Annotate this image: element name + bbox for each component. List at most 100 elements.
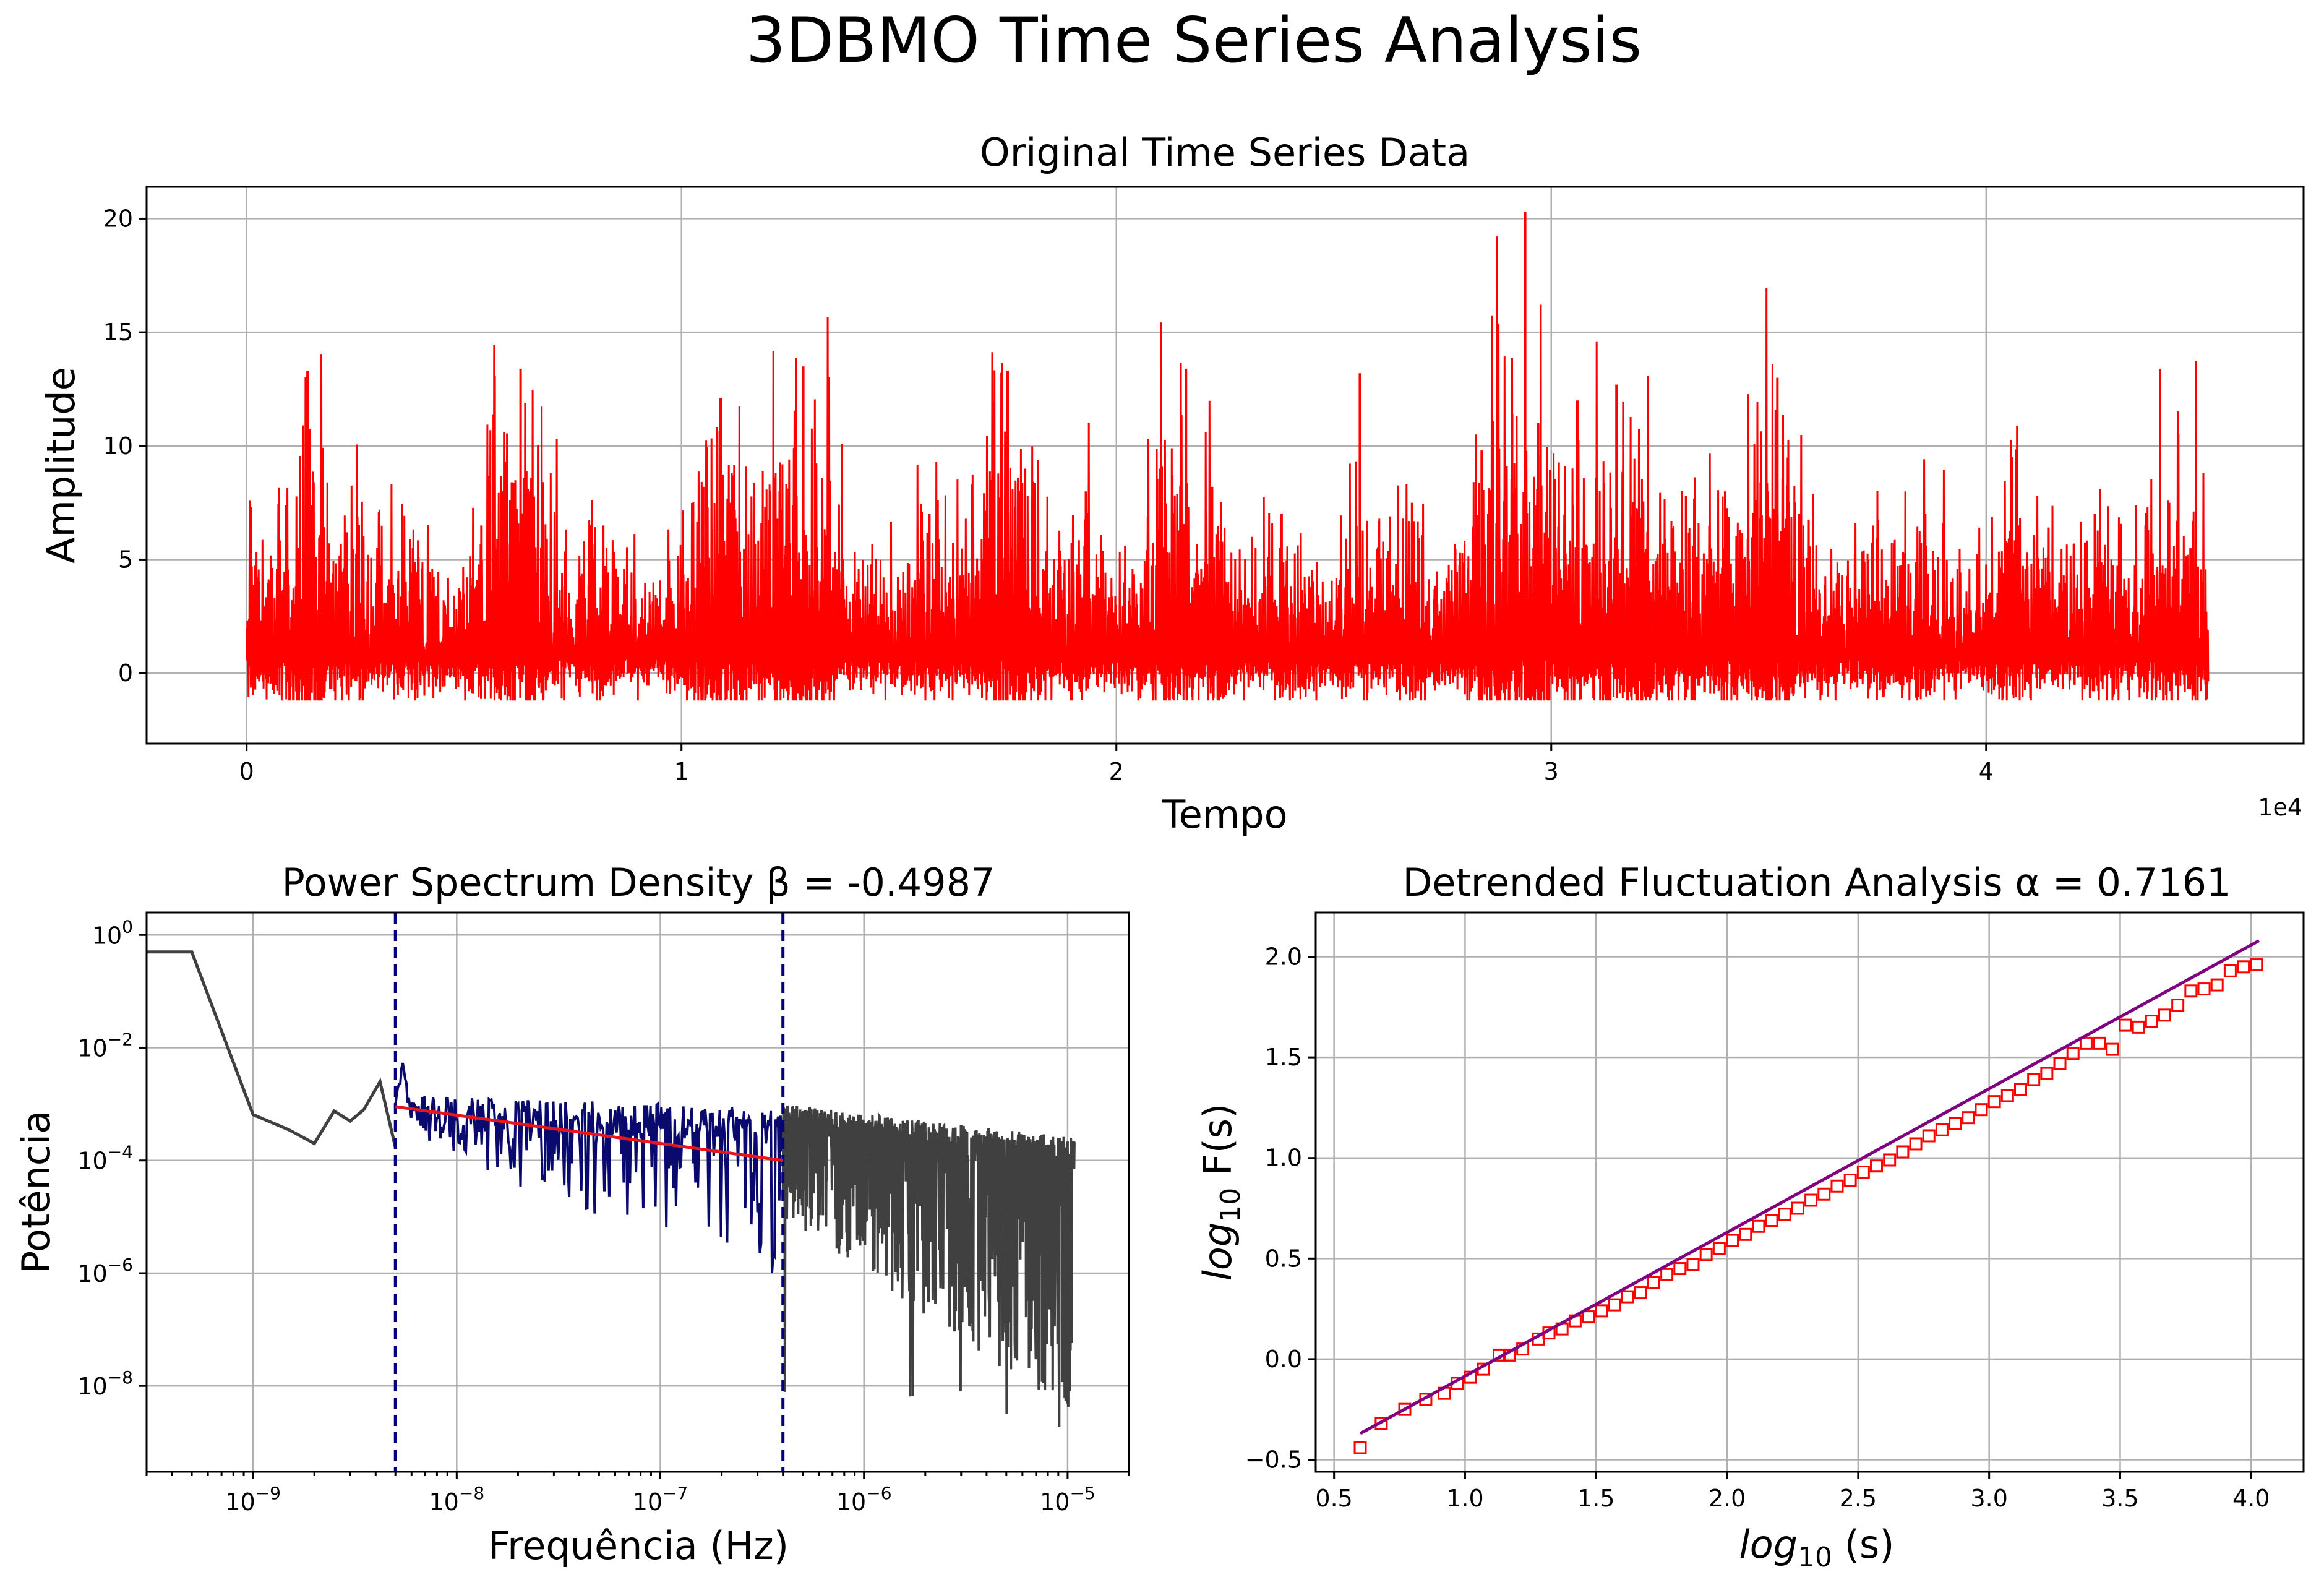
dfa-point	[1353, 1441, 1367, 1454]
dfa-xtick-label: 1.5	[1577, 1485, 1614, 1512]
timeseries-ticks: 0 1 2 3 4 0 5 10 15 20	[103, 205, 1994, 785]
psd-series	[147, 913, 1076, 1472]
dfa-point	[2223, 964, 2237, 977]
dfa-point	[1608, 1298, 1621, 1312]
dfa-xtick-label: 3.5	[2101, 1485, 2138, 1512]
dfa-point	[1739, 1227, 1752, 1241]
psd-xtick-label: 10−9	[225, 1483, 281, 1516]
dfa-point	[1962, 1111, 1975, 1125]
dfa-point	[2079, 1036, 2093, 1050]
psd-low-frequency-line	[147, 950, 397, 1148]
dfa-point	[1699, 1248, 1713, 1261]
timeseries-x-offset: 1e4	[2258, 794, 2302, 821]
dfa-xtick-label: 1.0	[1446, 1485, 1483, 1512]
dfa-point	[1922, 1129, 1936, 1143]
dfa-xlabel-rest: (s)	[1832, 1522, 1894, 1567]
dfa-point	[2132, 1020, 2145, 1034]
psd-ytick-label: 100	[92, 916, 133, 949]
dfa-point	[1830, 1179, 1844, 1193]
dfa-point	[1595, 1304, 1608, 1318]
dfa-point	[2184, 984, 2198, 998]
timeseries-series	[246, 212, 2210, 701]
timeseries-ytick-label: 15	[103, 319, 133, 346]
psd-axes-frame	[145, 911, 1130, 1473]
dfa-point	[1856, 1165, 1870, 1179]
timeseries-panel: Original Time Series Data 0 1 2 3 405101520 …	[38, 130, 2305, 837]
dfa-point	[2000, 1089, 2014, 1102]
timeseries-xtick-label: 4	[1979, 758, 1994, 785]
psd-xtick-exp: −8	[459, 1483, 484, 1503]
psd-ytick-label: 10−4	[77, 1142, 133, 1175]
dfa-point	[1804, 1193, 1818, 1207]
dfa-title: Detrended Fluctuation Analysis α = 0.716…	[1403, 860, 2231, 905]
psd-xtick-base: 10	[429, 1488, 459, 1516]
dfa-point	[2158, 1008, 2171, 1022]
dfa-point	[2053, 1057, 2067, 1070]
dfa-point	[1752, 1219, 1765, 1233]
psd-title: Power Spectrum Density β = -0.4987	[282, 860, 995, 905]
psd-high-frequency-line	[781, 1105, 1076, 1427]
dfa-xtick-label: 4.0	[2232, 1485, 2270, 1512]
dfa-ytick-label: 1.5	[1265, 1044, 1302, 1071]
dfa-xtick-label: 2.0	[1709, 1485, 1746, 1512]
psd-xtick-label: 10−8	[429, 1483, 485, 1516]
dfa-point	[1398, 1402, 1412, 1416]
psd-ytick-label: 10−8	[77, 1367, 133, 1400]
dfa-ytick-label: −0.5	[1245, 1446, 1302, 1473]
psd-xtick-base: 10	[633, 1488, 662, 1516]
psd-ytick-base: 10	[77, 1260, 107, 1287]
psd-fit-range-line	[394, 1062, 784, 1274]
psd-ytick-exp: 0	[122, 916, 133, 937]
dfa-point	[2093, 1036, 2106, 1050]
psd-panel: Power Spectrum Density β = -0.4987 10−9 1…	[14, 860, 1130, 1568]
dfa-point	[1909, 1137, 1923, 1151]
dfa-xlabel-sub: 10	[1798, 1542, 1832, 1573]
dfa-point	[2237, 960, 2250, 974]
dfa-point	[2027, 1073, 2041, 1086]
dfa-point	[2040, 1067, 2054, 1080]
psd-xtick-base: 10	[836, 1488, 866, 1516]
psd-xtick-label: 10−5	[1040, 1483, 1096, 1516]
psd-ytick-label: 10−6	[77, 1255, 133, 1287]
figure-title: 3DBMO Time Series Analysis	[746, 4, 1642, 77]
dfa-axes-frame	[1314, 911, 2305, 1473]
psd-ytick-base: 10	[77, 1035, 107, 1062]
psd-ytick-base: 10	[92, 922, 122, 949]
timeseries-ytick-label: 10	[103, 432, 133, 460]
dfa-point	[1686, 1258, 1700, 1271]
psd-xtick-label: 10−6	[836, 1483, 892, 1516]
dfa-ytick-label: 0.5	[1265, 1245, 1302, 1272]
psd-xtick-exp: −5	[1070, 1483, 1095, 1503]
timeseries-xtick-label: 3	[1544, 758, 1559, 785]
dfa-point	[2250, 958, 2263, 972]
dfa-point	[1673, 1262, 1687, 1276]
psd-fit-line	[395, 1105, 784, 1162]
psd-xtick-base: 10	[1040, 1488, 1070, 1516]
psd-ytick-exp: −8	[108, 1367, 133, 1388]
timeseries-axes-frame	[145, 186, 2305, 745]
dfa-xtick-label: 3.0	[1970, 1485, 2007, 1512]
dfa-point	[2066, 1047, 2080, 1060]
dfa-point	[1765, 1214, 1778, 1227]
dfa-series	[1353, 939, 2263, 1454]
psd-xtick-base: 10	[225, 1488, 255, 1516]
dfa-ylabel-sub: 10	[1215, 1188, 1246, 1222]
dfa-point	[1870, 1159, 1884, 1173]
dfa-ytick-label: 1.0	[1265, 1145, 1302, 1172]
dfa-ylabel: log10 F(s)	[1195, 1104, 1246, 1281]
dfa-xtick-label: 2.5	[1840, 1485, 1877, 1512]
dfa-point	[1791, 1201, 1804, 1215]
dfa-point	[2119, 1018, 2132, 1032]
dfa-point	[1935, 1123, 1949, 1136]
psd-xtick-exp: −6	[866, 1483, 891, 1503]
psd-ytick-exp: −2	[108, 1029, 133, 1050]
psd-xtick-label: 10−7	[633, 1483, 688, 1516]
dfa-point	[2171, 999, 2185, 1012]
timeseries-xlabel: Tempo	[1161, 792, 1287, 837]
dfa-point	[2145, 1015, 2158, 1028]
psd-xtick-exp: −7	[662, 1483, 688, 1503]
dfa-point	[1987, 1095, 2001, 1109]
dfa-point	[2014, 1083, 2028, 1096]
